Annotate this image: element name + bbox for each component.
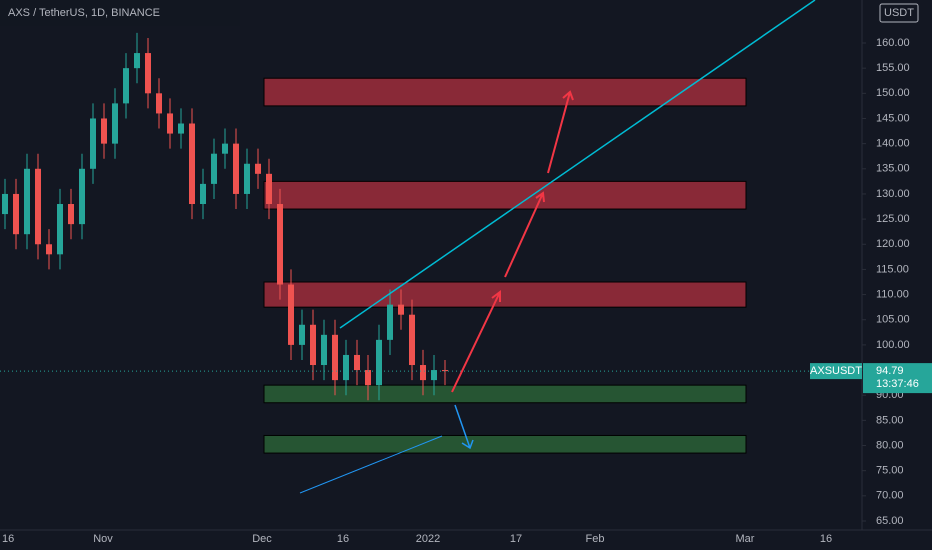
countdown: 13:37:46	[876, 378, 919, 390]
candle-body	[332, 334, 338, 381]
y-tick-label: 135.00	[876, 163, 910, 175]
y-tick-label: 70.00	[876, 490, 904, 502]
candle-body	[189, 123, 195, 205]
x-tick-label: 17	[510, 533, 522, 545]
zone	[263, 434, 747, 454]
x-tick-label: Mar	[736, 533, 755, 545]
zone	[263, 77, 747, 107]
trend-line	[299, 435, 443, 494]
y-tick-label: 120.00	[876, 238, 910, 250]
y-tick-label: 100.00	[876, 339, 910, 351]
x-tick-label: 16	[2, 533, 14, 545]
candle-body	[123, 68, 129, 104]
zone	[263, 281, 747, 308]
y-tick-label: 85.00	[876, 414, 904, 426]
y-tick-label: 150.00	[876, 87, 910, 99]
arrow	[454, 404, 474, 450]
candle-body	[134, 53, 140, 69]
candle-body	[167, 113, 173, 134]
candle-body	[57, 204, 63, 255]
currency-box[interactable]	[879, 3, 919, 23]
candle-body	[156, 93, 162, 114]
y-tick-label: 80.00	[876, 439, 904, 451]
price-label: 94.79	[876, 365, 904, 377]
candle-body	[200, 183, 206, 205]
y-tick-label: 115.00	[876, 263, 909, 275]
candle-body	[101, 118, 107, 144]
x-tick-label: Dec	[252, 533, 272, 545]
symbol-label: AXSUSDT	[810, 365, 862, 377]
y-tick-label: 75.00	[876, 465, 904, 477]
chart-title: AXS / TetherUS, 1D, BINANCE	[8, 7, 160, 19]
candle-body	[233, 143, 239, 194]
symbol-label-bg	[810, 363, 862, 380]
candle-body	[310, 324, 316, 366]
x-tick-label: 2022	[416, 533, 440, 545]
x-tick-label: Feb	[586, 533, 605, 545]
x-tick-label: Nov	[93, 533, 113, 545]
y-tick-label: 160.00	[876, 37, 910, 49]
y-tick-label: 105.00	[876, 314, 910, 326]
candle-body	[222, 143, 228, 154]
y-tick-label: 155.00	[876, 62, 910, 74]
price-label-bg	[863, 363, 932, 394]
candle-body	[46, 244, 52, 255]
candle-body	[398, 304, 404, 315]
candle-body	[178, 123, 184, 134]
candle-body	[409, 314, 415, 366]
candle-body	[365, 370, 371, 386]
candle-body	[13, 193, 19, 235]
candle-body	[288, 284, 294, 345]
candle-body	[420, 365, 426, 381]
candle-body	[343, 354, 349, 381]
candle-body	[354, 354, 360, 371]
candle-body	[90, 118, 96, 169]
candle-body	[35, 168, 41, 245]
y-tick-label: 130.00	[876, 188, 910, 200]
arrow	[504, 191, 545, 278]
candle-body	[211, 153, 217, 184]
candle-body	[266, 173, 272, 205]
arrow	[547, 90, 574, 174]
y-tick-label: 65.00	[876, 515, 904, 527]
candle-body	[321, 334, 327, 366]
zone	[263, 384, 747, 404]
candle-body	[145, 53, 151, 94]
trend-line	[339, 0, 816, 329]
arrow	[451, 290, 501, 393]
candle-body	[431, 370, 437, 381]
candle-body	[255, 163, 261, 174]
candle-body	[387, 304, 393, 340]
candle-body	[299, 324, 305, 345]
x-tick-label: 16	[820, 533, 832, 545]
candle-body	[24, 168, 30, 235]
y-tick-label: 125.00	[876, 213, 910, 225]
y-tick-label: 140.00	[876, 138, 910, 150]
candle-body	[68, 204, 74, 225]
candle-body	[277, 204, 283, 285]
x-tick-label: 16	[337, 533, 349, 545]
candle-body	[2, 193, 8, 215]
zone	[263, 180, 747, 210]
y-tick-label: 145.00	[876, 112, 910, 124]
candle-body	[442, 370, 448, 372]
arrows	[451, 90, 574, 393]
y-tick-label: 110.00	[876, 288, 909, 300]
plot: 65.0070.0075.0080.0085.0090.0095.00100.0…	[0, 32, 932, 545]
candle-body	[244, 163, 250, 194]
candle-body	[112, 103, 118, 144]
currency: USDT	[884, 7, 914, 19]
candle-body	[376, 339, 382, 386]
candle-body	[79, 168, 85, 225]
title-bg	[0, 0, 240, 26]
